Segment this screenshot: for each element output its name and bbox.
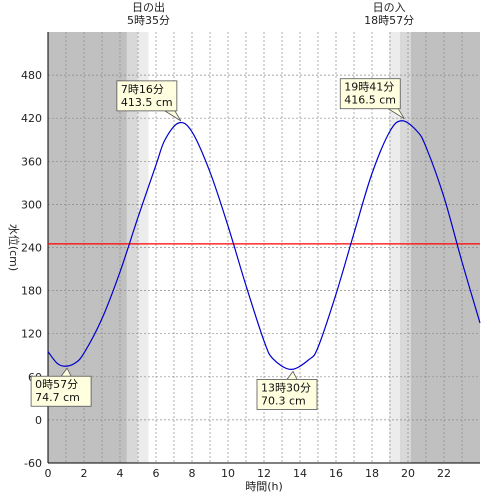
callout-box <box>256 379 318 410</box>
callout-value: 413.5 cm <box>121 96 173 109</box>
callout-value: 416.5 cm <box>344 94 396 107</box>
y-tick-label: 0 <box>35 414 42 427</box>
callout-box <box>116 80 178 112</box>
callout-box <box>339 78 401 110</box>
y-tick-label: 120 <box>21 328 42 341</box>
y-axis-title: 水位(cm) <box>7 224 21 271</box>
twilight-band-morning-light <box>137 32 149 463</box>
x-tick-label: 2 <box>81 467 88 480</box>
callout-value: 74.7 cm <box>35 391 80 404</box>
callout-box <box>30 375 92 407</box>
x-tick-label: 10 <box>221 467 235 480</box>
sunrise-time: 5時35分 <box>127 14 170 27</box>
sunset-label: 日の入 <box>373 1 406 14</box>
twilight-band-evening-light <box>389 32 400 463</box>
callout-time: 0時57分 <box>35 378 78 391</box>
series-group <box>47 120 481 371</box>
axis-titles: 時間(h) 水位(cm) <box>7 224 283 493</box>
x-axis-title: 時間(h) <box>245 480 283 493</box>
y-tick-label: 240 <box>21 242 42 255</box>
sunrise-label: 日の出 <box>132 0 165 14</box>
callout-time: 13時30分 <box>261 381 311 394</box>
y-tick-label: 420 <box>21 112 42 125</box>
x-tick-label: 20 <box>401 467 415 480</box>
x-tick-label: 12 <box>257 467 271 480</box>
y-tick-label: 180 <box>21 285 42 298</box>
x-tick-label: 0 <box>45 467 52 480</box>
x-tick-label: 16 <box>329 467 343 480</box>
tide-curve <box>47 120 481 371</box>
sunset-time: 18時57分 <box>364 14 414 27</box>
x-tick-label: 14 <box>293 467 307 480</box>
x-tick-label: 18 <box>365 467 379 480</box>
y-tick-label: 360 <box>21 155 42 168</box>
y-tick-label: 300 <box>21 198 42 211</box>
x-tick-label: 8 <box>189 467 196 480</box>
grid-lines <box>48 32 480 463</box>
y-tick-label: -60 <box>24 457 42 470</box>
callout-value: 70.3 cm <box>261 394 306 407</box>
y-tick-label: 480 <box>21 69 42 82</box>
x-tick-label: 22 <box>437 467 451 480</box>
callout-time: 7時16分 <box>121 83 164 96</box>
x-tick-label: 6 <box>153 467 160 480</box>
callout-time: 19時41分 <box>344 81 394 94</box>
x-tick-label: 4 <box>117 467 124 480</box>
